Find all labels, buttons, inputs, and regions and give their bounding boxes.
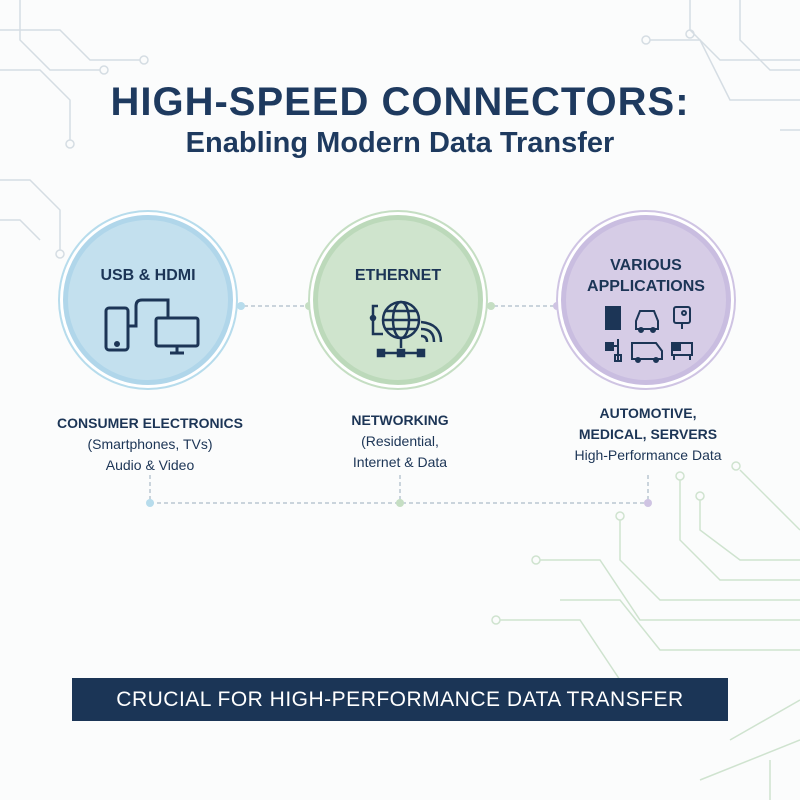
various-applications-circle: VARIOUS APPLICATIONS — [561, 215, 731, 385]
consumer-electronics-label: CONSUMER ELECTRONICS (Smartphones, TVs) … — [30, 413, 270, 476]
medical-device-icon — [673, 306, 691, 329]
label-line: Internet & Data — [352, 454, 448, 470]
server-icon — [605, 306, 621, 330]
usb-hdmi-circle: USB & HDMI — [63, 215, 233, 385]
network-diagram-icon — [605, 339, 622, 362]
label-line: Audio & Video — [105, 457, 195, 473]
globe-network-icon — [369, 300, 443, 358]
label-heading: MEDICAL, SERVERS — [578, 426, 718, 442]
label-heading: CONSUMER ELECTRONICS — [57, 415, 243, 431]
van-icon — [631, 342, 663, 363]
label-heading: AUTOMOTIVE, — [599, 405, 697, 421]
smartphone-icon — [104, 306, 130, 352]
label-line: (Smartphones, TVs) — [87, 436, 213, 452]
various-applications-title: VARIOUS APPLICATIONS — [566, 255, 726, 297]
label-line: High-Performance Data — [574, 447, 722, 463]
title-line-1: HIGH-SPEED CONNECTORS: — [110, 80, 690, 124]
equipment-icon — [671, 342, 693, 360]
usb-hdmi-title: USB & HDMI — [100, 267, 196, 284]
ethernet-title: ETHERNET — [354, 267, 442, 284]
wifi-icon — [420, 320, 443, 343]
label-line: (Residential, — [361, 433, 439, 449]
applications-icons — [605, 306, 693, 363]
monitor-icon — [154, 316, 200, 355]
automotive-medical-label: AUTOMOTIVE, MEDICAL, SERVERS High-Perfor… — [528, 403, 768, 466]
title-line: VARIOUS — [610, 257, 682, 274]
title-line-2: Enabling Modern Data Transfer — [185, 127, 615, 159]
smartphone-monitor-icon — [104, 298, 200, 355]
title-line: APPLICATIONS — [587, 278, 705, 295]
networking-label: NETWORKING (Residential, Internet & Data — [280, 410, 520, 473]
label-heading: NETWORKING — [351, 412, 449, 428]
ethernet-circle: ETHERNET — [313, 215, 483, 385]
bottom-banner: CRUCIAL FOR HIGH-PERFORMANCE DATA TRANSF… — [72, 678, 728, 721]
car-icon — [635, 310, 659, 333]
